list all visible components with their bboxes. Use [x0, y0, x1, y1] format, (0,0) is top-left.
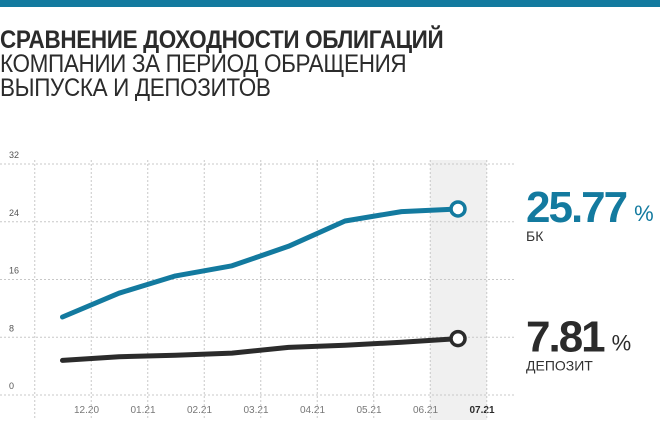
title-line-2: компании за период обращения [0, 50, 407, 78]
x-tick-label: 06.21 [413, 405, 438, 416]
x-tick-label: 01.21 [130, 405, 155, 416]
chart-title: Сравнение доходности облигаций компании … [0, 26, 640, 102]
series-end-value: 25.77 [526, 183, 627, 232]
series-line-1 [60, 336, 461, 363]
y-tick-label: 0 [9, 381, 14, 391]
x-tick-label: 05.21 [356, 405, 381, 416]
y-tick-label: 8 [9, 323, 14, 333]
x-tick-label: 07.21 [469, 405, 494, 416]
series-end-marker [449, 200, 467, 218]
title-line-3: выпуска и депозитов [0, 74, 271, 102]
series-name-label: ДЕПОЗИТ [526, 358, 593, 374]
y-tick-label: 32 [9, 150, 19, 160]
x-tick-label: 12.20 [74, 405, 99, 416]
series-end-unit: % [634, 201, 654, 226]
title-line-1: Сравнение доходности облигаций [0, 26, 444, 54]
y-tick-label: 16 [9, 266, 19, 276]
x-tick-label: 02.21 [187, 405, 212, 416]
x-tick-label: 04.21 [300, 405, 325, 416]
series-line-0 [60, 206, 461, 320]
series-end-value: 7.81 [526, 313, 605, 362]
y-tick-label: 24 [9, 208, 19, 218]
accent-top-bar [0, 0, 660, 7]
series-name-label: БК [526, 228, 544, 244]
series-end-unit: % [612, 331, 632, 356]
x-tick-label: 03.21 [243, 405, 268, 416]
highlight-column [430, 160, 487, 420]
series-end-marker [449, 329, 467, 348]
